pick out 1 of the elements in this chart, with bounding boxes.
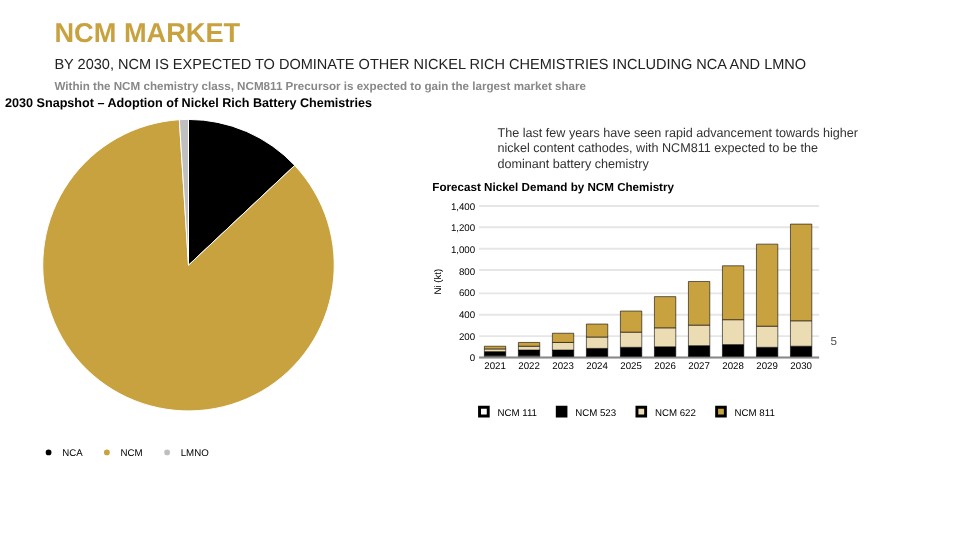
text: NCM MARKET [54,17,242,48]
